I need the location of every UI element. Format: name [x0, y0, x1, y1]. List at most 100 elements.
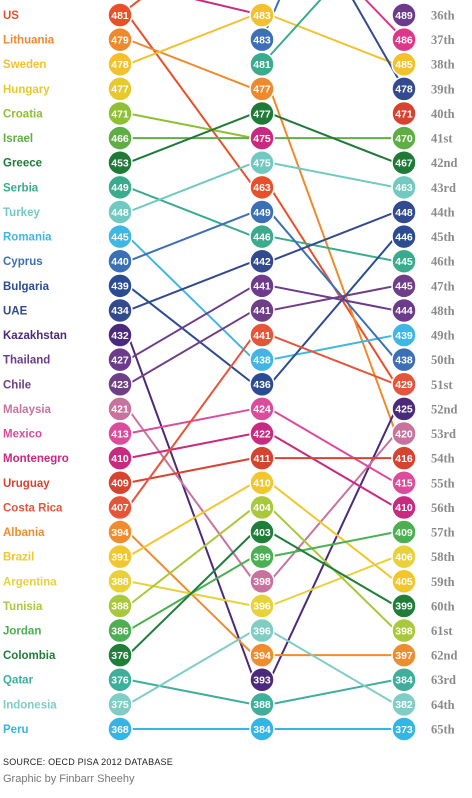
rank-label: 39th	[431, 82, 455, 96]
country-label: Montenegro	[3, 453, 69, 465]
connector-line	[261, 0, 322, 65]
rank-label: 58th	[431, 550, 455, 564]
left-score: 481	[111, 10, 129, 22]
left-score: 375	[111, 699, 129, 711]
right-score: 406	[395, 551, 413, 563]
mid-score: 442	[253, 256, 271, 268]
connector-line	[262, 210, 404, 263]
country-label: Peru	[3, 724, 29, 736]
mid-score: 441	[253, 330, 271, 342]
country-label: Argentina	[3, 576, 57, 588]
right-score: 405	[395, 576, 413, 588]
connector-line	[120, 112, 262, 140]
connector-line	[262, 334, 404, 386]
rank-label: 49th	[431, 329, 455, 343]
right-score: 467	[395, 158, 413, 170]
rank-label: 52nd	[431, 402, 457, 416]
mid-score: 441	[253, 281, 271, 293]
mid-score: 403	[253, 527, 271, 539]
right-score: 384	[395, 675, 413, 687]
connector-line	[262, 235, 404, 263]
right-score: 398	[395, 625, 413, 637]
mid-score: 410	[253, 478, 271, 490]
connector-line	[120, 334, 262, 681]
right-score: 445	[395, 256, 413, 268]
mid-score: 483	[253, 10, 271, 22]
mid-score: 438	[253, 354, 271, 366]
country-label: Romania	[3, 232, 52, 244]
country-label: Croatia	[3, 108, 43, 120]
rank-label: 46th	[431, 255, 455, 269]
bump-chart: 481 479 478 477 471 466 453 449 448 445 440 439 434 4…	[3, 0, 457, 742]
country-label: Hungary	[3, 84, 50, 96]
left-score: 388	[111, 601, 129, 613]
rank-label: 61st	[431, 624, 453, 638]
country-label: UAE	[3, 305, 28, 317]
left-score: 423	[111, 379, 129, 391]
right-score: 425	[395, 404, 413, 416]
connector-line	[262, 407, 404, 484]
rank-label: 45th	[431, 230, 455, 244]
connector-line	[120, 531, 262, 657]
connector-line	[262, 531, 404, 558]
rank-label: 50th	[431, 353, 455, 367]
connector-line	[120, 38, 262, 90]
country-label: Mexico	[3, 429, 42, 441]
country-label: Albania	[3, 527, 45, 539]
rank-label: 38th	[431, 58, 455, 72]
connector-line	[351, 0, 405, 90]
left-score: 388	[111, 576, 129, 588]
country-label: Serbia	[3, 182, 39, 194]
left-score: 407	[111, 502, 129, 514]
rank-label: 59th	[431, 575, 455, 589]
mid-circle	[249, 716, 275, 742]
left-score: 439	[111, 281, 129, 293]
country-label: Colombia	[3, 650, 56, 662]
rank-label: 57th	[431, 526, 455, 540]
rank-label: 37th	[431, 33, 455, 47]
source-note: SOURCE: OECD PISA 2012 DATABASE	[3, 757, 173, 767]
rank-label: 65th	[431, 722, 455, 736]
right-score: 489	[395, 10, 413, 22]
rank-label: 48th	[431, 304, 455, 318]
right-score: 485	[395, 59, 413, 71]
left-score: 368	[111, 724, 129, 736]
right-score: 471	[395, 108, 413, 120]
country-label: Jordan	[3, 626, 41, 638]
mid-score: 441	[253, 305, 271, 317]
right-score: 478	[395, 84, 413, 96]
mid-score: 388	[253, 699, 271, 711]
left-score: 376	[111, 675, 129, 687]
left-score: 448	[111, 207, 129, 219]
rank-label: 44th	[431, 205, 455, 219]
country-labels: US Lithuania Sweden Hungary Croatia Israel Gre…	[3, 9, 457, 737]
mid-score: 422	[253, 428, 271, 440]
connector-line	[120, 14, 262, 189]
country-label: Bulgaria	[3, 281, 50, 293]
connector-line	[120, 432, 262, 460]
country-label: Greece	[3, 158, 42, 170]
left-score: 453	[111, 158, 129, 170]
mid-score: 449	[253, 207, 271, 219]
right-score: 416	[395, 453, 413, 465]
rank-label: 62nd	[431, 649, 457, 663]
connector-line	[262, 432, 404, 583]
country-label: Tunisia	[3, 601, 43, 613]
score-circles: 481 479 478 477 471 466 453 449 448 445 440 439 434 4…	[107, 2, 417, 742]
country-label: Brazil	[3, 552, 34, 564]
left-score: 434	[111, 305, 129, 317]
mid-score: 475	[253, 133, 271, 145]
connector-line	[262, 432, 404, 509]
left-score: 477	[111, 84, 129, 96]
rank-label: 63rd	[431, 673, 456, 687]
rank-label: 43rd	[431, 181, 456, 195]
right-score: 429	[395, 379, 413, 391]
country-label: Indonesia	[3, 699, 57, 711]
mid-score: 477	[253, 108, 271, 120]
connector-line	[120, 14, 262, 66]
connector-line	[262, 678, 404, 706]
connector-line	[120, 186, 262, 238]
right-score: 373	[395, 724, 413, 736]
mid-score: 396	[253, 625, 271, 637]
mid-score: 404	[253, 502, 271, 514]
